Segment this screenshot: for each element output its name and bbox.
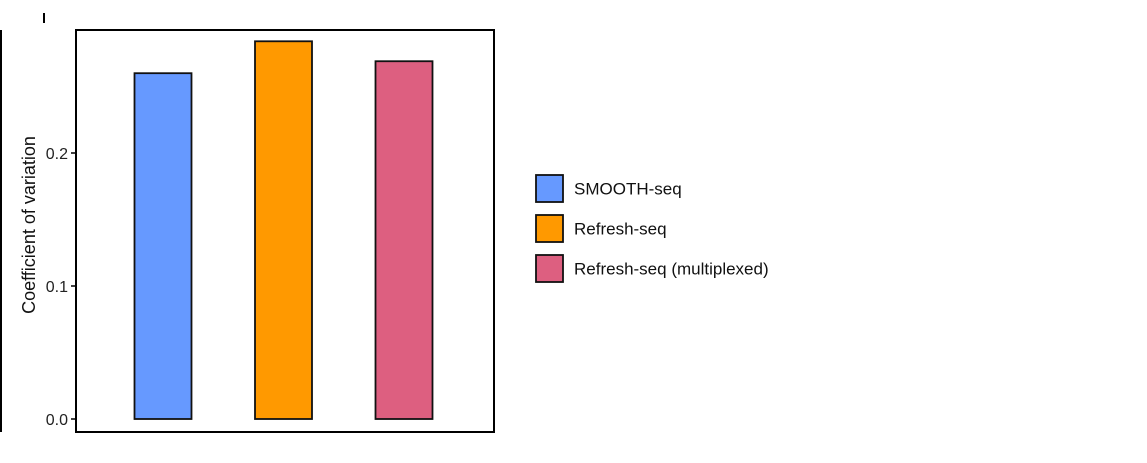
y-axis: 0.0 0.1 0.2 bbox=[46, 146, 76, 429]
legend-key-refresh-seq bbox=[535, 214, 564, 243]
y-axis-title: Coefficient of variation bbox=[19, 136, 39, 314]
plot-frame bbox=[75, 29, 495, 433]
legend-label-refresh-seq-multiplexed: Refresh-seq (multiplexed) bbox=[574, 260, 769, 279]
bars-group bbox=[133, 40, 434, 420]
legend-label-smooth-seq: SMOOTH-seq bbox=[574, 180, 682, 199]
y-tick-label: 0.2 bbox=[46, 146, 68, 163]
legend-label-refresh-seq: Refresh-seq bbox=[574, 220, 667, 239]
y-tick-label: 0.1 bbox=[46, 279, 68, 296]
bar-refresh-seq-multiplexed bbox=[374, 60, 434, 420]
legend-key-refresh-seq-multiplexed bbox=[535, 254, 564, 283]
y-tick-label: 0.0 bbox=[46, 412, 68, 429]
bar-refresh-seq bbox=[254, 40, 313, 420]
legend-key-smooth-seq bbox=[535, 174, 564, 203]
legend: SMOOTH-seq Refresh-seq Refresh-seq (multip… bbox=[535, 174, 769, 283]
bar-smooth-seq bbox=[133, 72, 193, 420]
